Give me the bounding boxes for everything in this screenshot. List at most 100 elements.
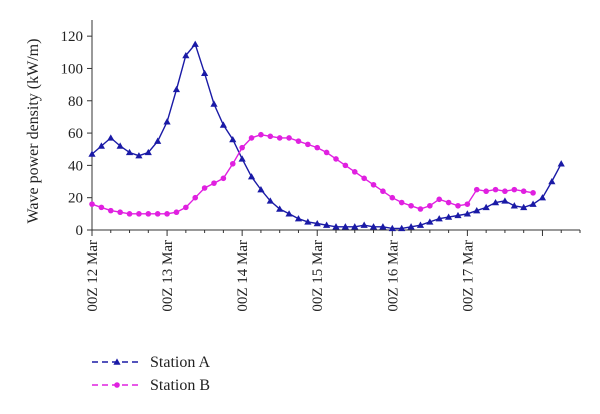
data-point	[491, 198, 500, 206]
data-point	[172, 85, 181, 93]
legend-label: Station A	[150, 354, 210, 371]
series-2	[89, 131, 536, 217]
data-point	[511, 186, 518, 193]
data-point	[107, 207, 114, 214]
data-point	[473, 186, 480, 193]
data-point	[388, 224, 396, 232]
x-axis: 00Z 12 Mar 00Z 13 Mar 00Z 14 Mar 00Z 15 Mar…	[85, 229, 581, 312]
data-point	[305, 141, 311, 148]
data-point	[351, 223, 359, 230]
data-point	[445, 199, 452, 206]
data-point	[436, 196, 443, 203]
y-tick-label: 20	[68, 191, 83, 207]
legend-label: Station B	[150, 377, 210, 394]
data-point	[276, 205, 284, 212]
data-point	[239, 144, 245, 151]
data-point	[116, 142, 124, 149]
data-point	[520, 203, 528, 211]
data-point	[238, 155, 246, 162]
data-point	[464, 201, 471, 207]
data-point	[163, 118, 171, 125]
data-point	[211, 180, 217, 186]
data-point	[295, 138, 302, 144]
data-point	[463, 210, 471, 217]
data-point	[360, 221, 368, 228]
x-tick-label: 00Z 14 Mar	[235, 240, 251, 312]
data-point	[88, 150, 96, 157]
data-point	[201, 69, 209, 77]
data-point	[285, 210, 293, 217]
y-axis-label: Wave power density (kW/m)	[25, 39, 42, 224]
data-point	[445, 213, 453, 220]
data-point	[145, 211, 152, 217]
data-point	[379, 223, 387, 230]
y-tick-label: 60	[68, 126, 83, 142]
data-point	[117, 209, 123, 216]
data-point	[191, 40, 199, 47]
data-point	[258, 131, 264, 138]
data-point	[341, 223, 349, 230]
data-point	[492, 186, 499, 193]
legend-item: Station A	[92, 354, 210, 371]
data-point	[455, 202, 461, 209]
data-point	[229, 160, 236, 167]
x-tick-label: 00Z 16 Mar	[385, 240, 401, 312]
data-point	[351, 169, 358, 175]
x-tick-label: 00Z 15 Mar	[310, 240, 326, 312]
data-point	[286, 135, 292, 141]
data-point	[538, 194, 547, 201]
data-point	[529, 200, 537, 207]
data-point	[248, 135, 255, 141]
data-point	[342, 162, 349, 169]
data-point	[97, 142, 105, 149]
data-point	[247, 173, 256, 180]
series-layer	[88, 40, 565, 232]
data-point	[276, 135, 283, 141]
y-tick-label: 40	[68, 158, 83, 174]
data-point	[380, 188, 386, 195]
data-point	[154, 211, 161, 217]
data-point	[266, 197, 274, 204]
data-point	[398, 224, 406, 232]
legend-item: Station B	[92, 377, 210, 394]
data-point	[210, 100, 218, 107]
x-tick-label: 00Z 13 Mar	[160, 240, 176, 312]
data-point	[294, 215, 303, 222]
data-point	[135, 152, 143, 159]
data-point	[154, 137, 162, 144]
data-point	[510, 202, 518, 209]
data-point	[267, 133, 274, 140]
y-tick-label: 0	[76, 223, 84, 239]
data-point	[229, 135, 237, 143]
data-point	[520, 188, 527, 195]
data-point	[408, 202, 414, 209]
data-point	[183, 204, 189, 211]
data-point	[257, 186, 265, 193]
data-point	[417, 206, 424, 212]
data-point	[126, 211, 133, 217]
data-point	[557, 160, 565, 167]
data-point	[219, 121, 227, 128]
data-point	[113, 358, 121, 365]
y-tick-label: 80	[68, 94, 83, 110]
data-point	[389, 194, 396, 201]
data-point	[201, 185, 208, 191]
data-point	[164, 211, 170, 217]
data-point	[530, 190, 536, 196]
x-tick-label: 00Z 12 Mar	[85, 240, 101, 312]
series-1	[88, 40, 565, 232]
data-point	[502, 188, 508, 195]
data-point	[435, 215, 443, 222]
data-point	[220, 175, 227, 182]
data-point	[313, 219, 321, 227]
data-point	[407, 223, 415, 230]
data-point	[333, 156, 339, 162]
x-tick-label: 00Z 17 Mar	[460, 240, 476, 312]
y-tick-label: 120	[61, 29, 84, 45]
y-tick-label: 100	[61, 61, 84, 77]
data-point	[361, 175, 367, 182]
data-point	[125, 148, 134, 156]
data-point	[304, 218, 312, 225]
data-point	[473, 207, 481, 214]
